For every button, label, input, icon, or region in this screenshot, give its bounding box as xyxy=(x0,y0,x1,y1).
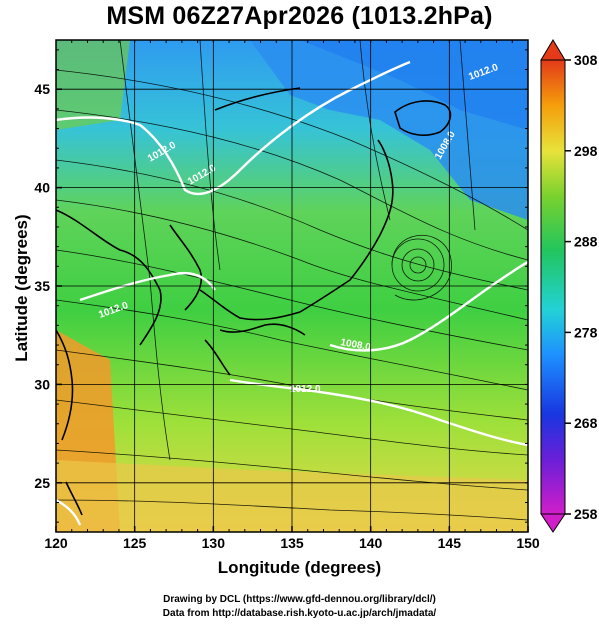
wind-streamlines xyxy=(56,40,528,521)
y-tick-label: 40 xyxy=(34,180,50,196)
x-axis-label: Longitude (degrees) xyxy=(217,558,382,577)
colorbar-tick-label: 298 xyxy=(574,143,598,159)
colorbar-max-arrow xyxy=(540,39,566,61)
x-tick-label: 120 xyxy=(44,535,68,551)
y-tick-label: 30 xyxy=(34,376,50,392)
colorbar-tick-label: 288 xyxy=(574,234,598,250)
y-tick-label: 35 xyxy=(34,278,50,294)
x-tick-label: 150 xyxy=(516,535,540,551)
colorbar-tick-label: 268 xyxy=(574,415,598,431)
x-tick-label: 145 xyxy=(438,535,462,551)
x-axis-ticks: 120 125 130 135 140 145 150 xyxy=(44,40,540,551)
y-axis-ticks: 25 30 35 40 45 xyxy=(34,49,528,523)
x-tick-label: 135 xyxy=(280,535,304,551)
colorbar-tick-label: 308 xyxy=(574,52,598,68)
colorbar-min-arrow xyxy=(540,513,566,533)
x-tick-label: 140 xyxy=(359,535,383,551)
map-title: MSM 06Z27Apr2026 (1013.2hPa) xyxy=(106,2,493,30)
x-tick-label: 130 xyxy=(202,535,226,551)
graticule xyxy=(56,40,528,532)
colorbar-bar xyxy=(540,59,566,515)
colorbar: 258 268 278 288 298 308 xyxy=(540,39,598,533)
credit-drawing: Drawing by DCL (https://www.gfd-dennou.o… xyxy=(163,594,436,605)
y-tick-label: 25 xyxy=(34,475,50,491)
colorbar-tick-label: 278 xyxy=(574,324,598,340)
y-axis-label: Latitude (degrees) xyxy=(12,214,31,362)
isobars xyxy=(56,60,528,526)
x-tick-label: 125 xyxy=(123,535,147,551)
isobar-label: 1012.0 xyxy=(290,384,321,395)
colorbar-tick-label: 258 xyxy=(574,506,598,522)
isobar-label: 1008.0 xyxy=(339,337,371,353)
y-tick-label: 45 xyxy=(34,81,50,97)
colorbar-ticks: 258 268 278 288 298 308 xyxy=(565,52,598,522)
credit-data: Data from http://database.rish.kyoto-u.a… xyxy=(162,608,437,619)
